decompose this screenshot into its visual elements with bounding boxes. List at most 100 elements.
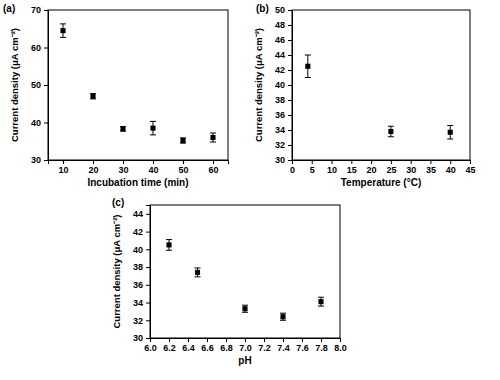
error-bar-cap: [318, 306, 324, 307]
x-axis: 051015202530354045: [290, 160, 476, 175]
error-bar-cap: [242, 305, 248, 306]
marks: [60, 24, 216, 143]
x-axis-tick-mark: [351, 160, 352, 164]
y-axis-tick-label: 70: [31, 5, 41, 15]
error-bar-cap: [60, 23, 66, 24]
y-axis-line: [44, 11, 49, 161]
x-axis-tick: 20: [88, 160, 98, 175]
y-axis-tick-mark: [288, 55, 292, 56]
panel-label: (c): [112, 197, 124, 208]
y-axis-tick-mark: [288, 115, 292, 116]
x-axis-tick-label: 40: [148, 165, 158, 175]
panel: 6.06.26.46.66.87.07.27.47.67.88.03032343…: [111, 205, 347, 366]
y-axis-tick-label: 40: [275, 80, 285, 90]
y-axis-tick: 36: [133, 280, 150, 290]
y-axis-tick-mark: [146, 285, 150, 286]
x-axis-tick-label: 7.4: [277, 343, 290, 353]
y-axis-tick: 46: [275, 35, 292, 45]
y-axis-tick-mark: [44, 48, 48, 49]
y-axis-tick-label: 34: [133, 298, 143, 308]
plot-frame: [150, 205, 340, 338]
x-axis-tick: 15: [347, 160, 357, 175]
y-axis-tick-mark: [146, 320, 150, 321]
error-bar-cap: [210, 133, 216, 134]
error-bar: [166, 240, 172, 251]
y-axis: 3032343638404244464850: [275, 5, 293, 165]
panel-label: (a): [3, 3, 15, 14]
x-axis-tick-mark: [371, 160, 372, 164]
x-axis-tick-mark: [93, 160, 94, 164]
error-bar: [150, 121, 156, 135]
y-axis-tick: 44: [133, 209, 150, 219]
point: [305, 64, 310, 69]
y-axis-tick: 42: [133, 227, 150, 237]
x-axis-tick-mark: [283, 338, 284, 342]
y-axis-tick-label: 60: [31, 43, 41, 53]
x-axis-tick: 40: [148, 160, 158, 175]
x-axis-tick-mark: [302, 338, 303, 342]
x-axis-tick-label: 40: [446, 165, 456, 175]
figure: 1020304050603040506070Incubation time (m…: [0, 0, 500, 380]
x-axis-tick-label: 7.0: [239, 343, 252, 353]
y-axis-tick-mark: [146, 267, 150, 268]
x-axis-tick: 6.8: [220, 338, 233, 353]
point: [195, 270, 200, 275]
y-axis-tick: 32: [275, 140, 292, 150]
panel: 1020304050603040506070Incubation time (m…: [9, 5, 229, 188]
y-axis-tick-label: 40: [31, 118, 41, 128]
x-axis: 6.06.26.46.66.87.07.27.47.67.88.0: [144, 338, 347, 353]
y-axis-tick-label: 46: [275, 35, 285, 45]
y-axis-tick-mark: [146, 303, 150, 304]
point: [280, 314, 285, 319]
error-bar-cap: [242, 312, 248, 313]
x-axis-tick: 6.4: [182, 338, 195, 353]
y-axis-tick-label: 36: [275, 110, 285, 120]
x-axis-tick-label: 45: [465, 165, 475, 175]
x-axis-tick: 20: [367, 160, 377, 175]
y-axis-tick-label: 44: [133, 209, 143, 219]
x-axis-title: pH: [238, 355, 251, 366]
error-bar-cap: [210, 142, 216, 143]
x-axis-tick-label: 20: [88, 165, 98, 175]
y-axis-tick-mark: [44, 123, 48, 124]
y-axis-tick-mark: [44, 160, 48, 161]
error-bar-cap: [60, 37, 66, 38]
x-axis-tick-label: 60: [208, 165, 218, 175]
x-axis-line: [293, 161, 471, 165]
y-axis-tick-mark: [288, 10, 292, 11]
x-axis-tick-label: 7.2: [258, 343, 271, 353]
x-axis-tick: 60: [208, 160, 218, 175]
y-axis-tick-mark: [288, 70, 292, 71]
y-axis-tick-mark: [146, 232, 150, 233]
x-axis-tick-label: 6.2: [163, 343, 176, 353]
x-axis-tick-mark: [264, 338, 265, 342]
error-bar: [180, 138, 186, 143]
error-bar-cap: [150, 121, 156, 122]
point: [388, 129, 393, 134]
x-axis-tick-mark: [63, 160, 64, 164]
y-axis-tick: 30: [275, 155, 292, 165]
x-axis-tick: 50: [178, 160, 188, 175]
y-axis-tick: 38: [133, 262, 150, 272]
x-axis-tick: 7.2: [258, 338, 271, 353]
y-axis-tick-mark: [288, 160, 292, 161]
y-axis-tick-label: 44: [275, 50, 285, 60]
x-axis-tick-mark: [312, 160, 313, 164]
y-axis-tick: 50: [275, 5, 292, 15]
y-axis-title: Current density (μA cm⁻²): [253, 28, 264, 142]
x-axis-tick-mark: [391, 160, 392, 164]
error-bar: [120, 127, 126, 132]
y-axis-tick-label: 32: [275, 140, 285, 150]
y-axis-title: Current density (μA cm⁻²): [9, 28, 20, 142]
error-bar: [242, 305, 248, 312]
x-axis-tick: 6.6: [201, 338, 214, 353]
point: [242, 306, 247, 311]
error-bar-cap: [305, 77, 311, 78]
x-axis-tick-mark: [153, 160, 154, 164]
panel-label: (b): [256, 3, 269, 14]
point: [120, 126, 125, 131]
x-axis-tick-label: 30: [406, 165, 416, 175]
y-axis-tick-label: 36: [133, 280, 143, 290]
x-axis-title: Temperature (°C): [341, 177, 422, 188]
plot-frame: [292, 10, 470, 160]
